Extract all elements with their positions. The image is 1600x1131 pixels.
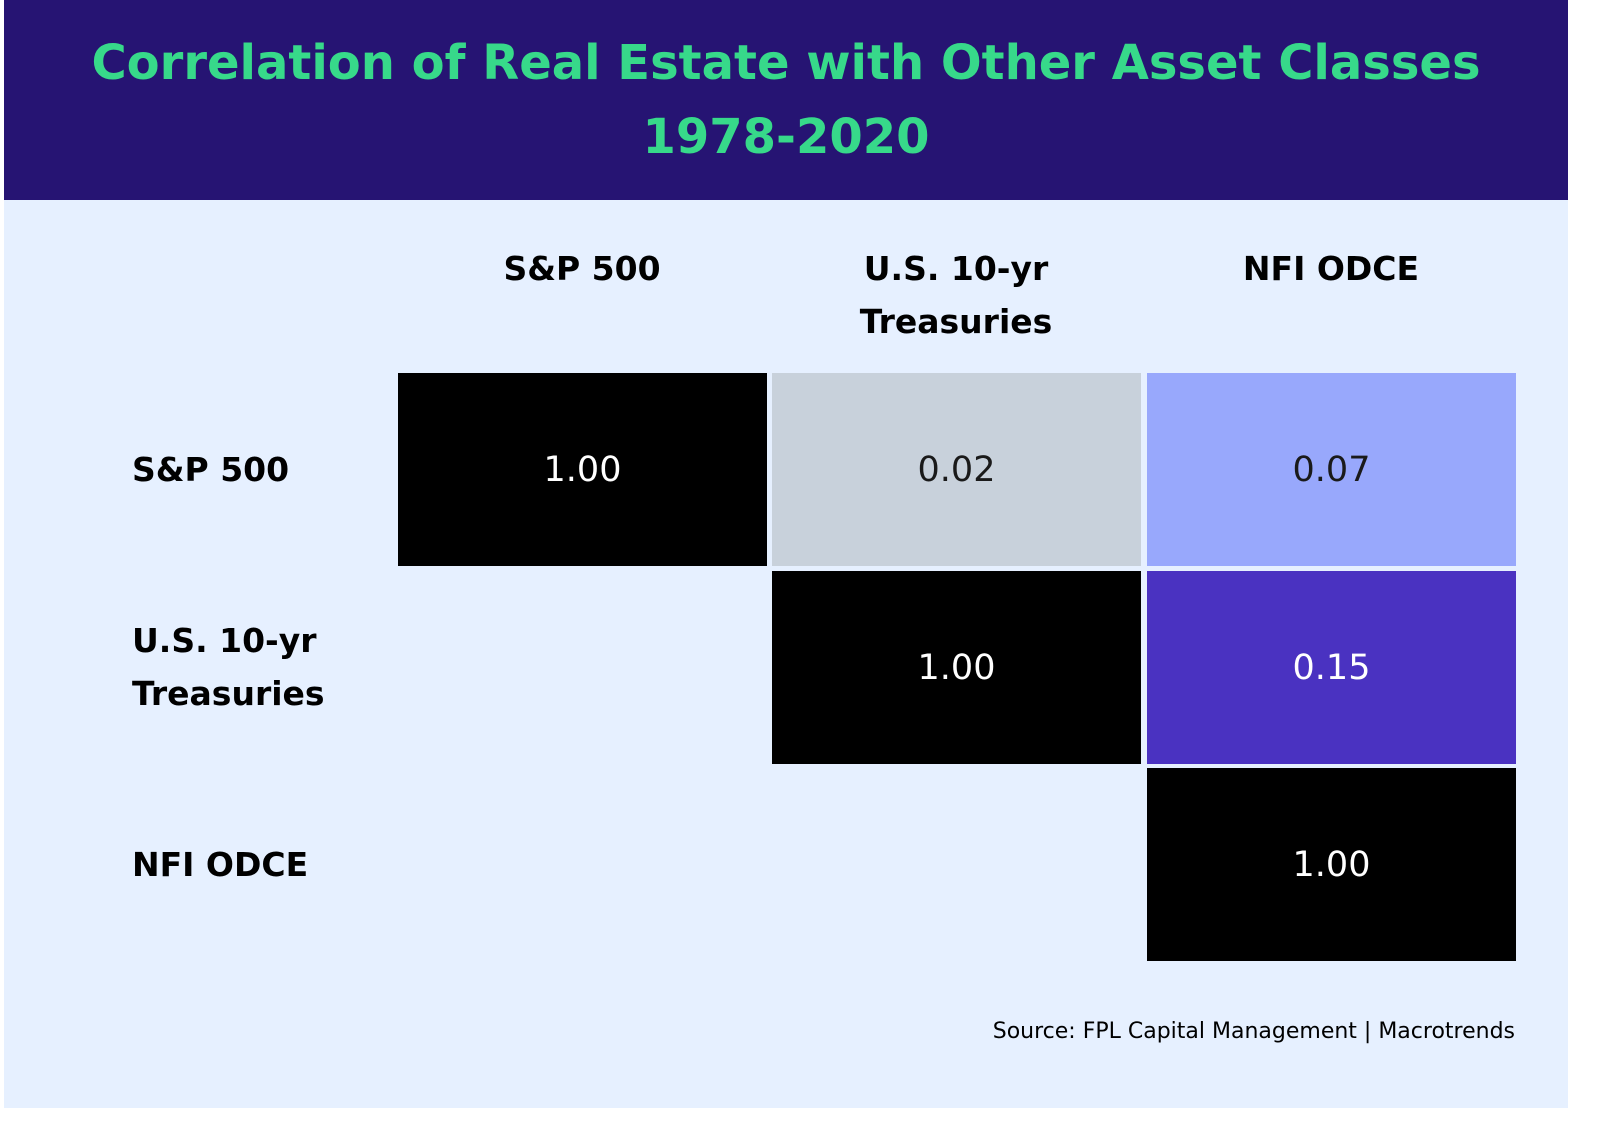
column-header-line: Treasuries: [859, 302, 1053, 341]
chart-subtitle: 1978-2020: [642, 109, 930, 165]
title-banner: Correlation of Real Estate with Other As…: [4, 0, 1568, 200]
cell-value-label: 0.07: [1292, 449, 1371, 490]
column-header-nfi-odce: NFI ODCE: [1147, 242, 1515, 295]
chart-title: Correlation of Real Estate with Other As…: [91, 35, 1481, 91]
cell-value-label: 1.00: [543, 449, 622, 490]
cell-value-label: 1.00: [1292, 844, 1371, 885]
source-note: Source: FPL Capital Management | Macrotr…: [992, 1019, 1515, 1044]
cell-value-label: 0.15: [1292, 647, 1371, 688]
heatmap-cell-r0-c0: 1.00: [398, 373, 767, 566]
row-header-line: S&P 500: [132, 449, 290, 489]
column-header-line: U.S. 10-yr: [863, 249, 1049, 288]
heatmap-cell-r2-c2: 1.00: [1147, 768, 1516, 961]
row-header-nfi-odce: NFI ODCE: [132, 768, 308, 960]
row-header-line: NFI ODCE: [132, 844, 309, 884]
column-header-line: S&P 500: [503, 249, 661, 288]
heatmap-cell-r0-c1: 0.02: [772, 373, 1141, 566]
column-header-u-s-10-yr: U.S. 10-yr Treasuries: [772, 242, 1140, 348]
cell-value-label: 0.02: [917, 449, 996, 490]
cell-value-label: 1.00: [917, 647, 996, 688]
heatmap-cell-r1-c1: 1.00: [772, 571, 1141, 764]
row-header-line: Treasuries: [132, 674, 325, 713]
row-header-line: U.S. 10-yr: [132, 621, 317, 660]
heatmap-cell-r1-c2: 0.15: [1147, 571, 1516, 764]
column-header-line: NFI ODCE: [1242, 249, 1420, 288]
column-header-sp-500: S&P 500: [398, 242, 766, 295]
row-header-u-s-10-yr: U.S. 10-yr Treasuries: [132, 571, 325, 763]
heatmap-cell-r0-c2: 0.07: [1147, 373, 1516, 566]
row-header-sp-500: S&P 500: [132, 373, 289, 565]
